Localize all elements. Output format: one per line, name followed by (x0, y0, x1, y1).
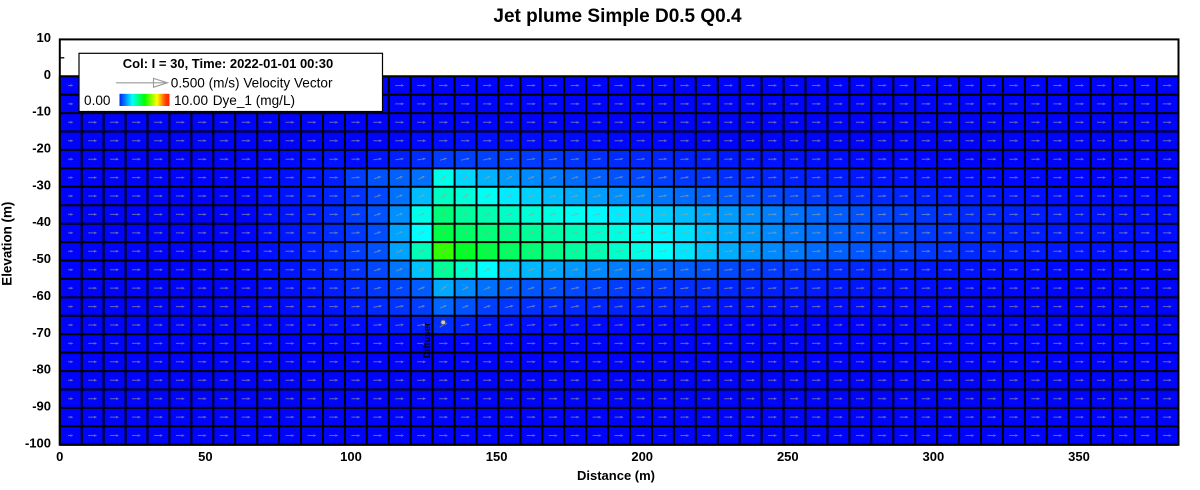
svg-text:0.500 (m/s) Velocity Vector: 0.500 (m/s) Velocity Vector (171, 75, 333, 90)
svg-text:-10: -10 (32, 104, 51, 119)
svg-text:0.00: 0.00 (84, 93, 111, 108)
svg-text:0: 0 (56, 449, 63, 464)
svg-text:300: 300 (923, 449, 945, 464)
svg-text:150: 150 (486, 449, 508, 464)
svg-text:10.00: 10.00 (174, 93, 208, 108)
svg-text:250: 250 (777, 449, 799, 464)
svg-text:50: 50 (198, 449, 212, 464)
svg-text:Dye_1 (mg/L): Dye_1 (mg/L) (213, 93, 295, 108)
svg-text:10: 10 (37, 30, 51, 45)
svg-text:350: 350 (1068, 449, 1090, 464)
svg-text:Diffuser: Diffuser (422, 322, 433, 358)
svg-text:200: 200 (631, 449, 653, 464)
svg-text:Jet plume Simple D0.5 Q0.4: Jet plume Simple D0.5 Q0.4 (493, 6, 742, 27)
svg-text:-40: -40 (32, 214, 51, 229)
svg-text:-80: -80 (32, 362, 51, 377)
svg-text:Col: I = 30, Time: 2022-01-01: Col: I = 30, Time: 2022-01-01 00:30 (123, 56, 333, 71)
svg-text:0: 0 (44, 67, 51, 82)
svg-text:-100: -100 (25, 435, 51, 450)
svg-text:-50: -50 (32, 251, 51, 266)
svg-text:100: 100 (340, 449, 362, 464)
svg-text:-20: -20 (32, 141, 51, 156)
svg-text:-70: -70 (32, 325, 51, 340)
svg-text:-90: -90 (32, 399, 51, 414)
svg-text:-30: -30 (32, 177, 51, 192)
svg-text:Elevation (m): Elevation (m) (0, 202, 15, 286)
svg-text:Distance (m): Distance (m) (577, 468, 655, 483)
svg-text:-60: -60 (32, 288, 51, 303)
